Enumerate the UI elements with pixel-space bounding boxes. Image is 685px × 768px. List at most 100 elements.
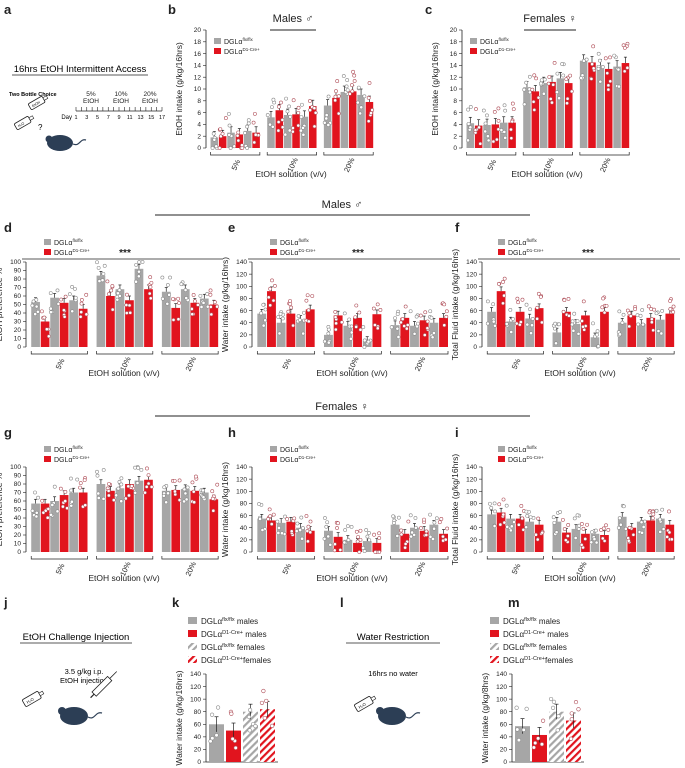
data-point-k: [229, 711, 234, 716]
data-point-c: [534, 76, 539, 81]
data-point-g: [83, 503, 88, 508]
timeline-day-label: 13: [137, 115, 143, 121]
data-point-i: [573, 536, 578, 540]
data-point-e: [334, 321, 339, 326]
bar-h-2-3: [419, 530, 429, 552]
data-point-b: [341, 74, 346, 78]
data-point-c: [531, 99, 536, 104]
data-point-h: [391, 521, 396, 525]
data-point-f: [652, 307, 656, 312]
data-point-e: [422, 333, 427, 337]
data-point-e: [373, 323, 377, 327]
bar-c-0-4: [499, 122, 508, 148]
data-point-m: [536, 736, 541, 741]
data-point-i: [558, 510, 562, 514]
data-point-f: [636, 322, 641, 327]
data-point-i: [519, 504, 524, 508]
bar-e-1-5: [372, 314, 382, 347]
data-point-e: [268, 286, 273, 291]
data-point-e: [276, 315, 281, 319]
etoh-bottle-icon: EtOH: [28, 95, 49, 110]
panel-letter-d: d: [4, 220, 12, 235]
data-point-f: [571, 328, 576, 333]
data-point-k: [253, 723, 258, 729]
data-point-g: [162, 485, 167, 490]
data-point-e: [354, 325, 359, 329]
data-point-b: [214, 144, 219, 149]
bar-f-2-0: [617, 322, 627, 347]
data-point-c: [522, 87, 527, 92]
data-point-h: [358, 528, 363, 533]
data-point-f: [553, 321, 558, 326]
data-point-k: [208, 739, 213, 744]
data-point-i: [552, 520, 557, 525]
y-tick-label-g: 80: [14, 481, 22, 488]
data-point-e: [349, 324, 354, 329]
data-point-d: [33, 312, 38, 317]
data-point-g: [190, 480, 195, 485]
data-point-g: [75, 477, 80, 482]
data-point-f: [671, 304, 676, 309]
data-point-f: [515, 296, 520, 301]
bar-i-0-0: [487, 514, 496, 552]
data-point-c: [499, 128, 504, 132]
data-point-f: [524, 302, 529, 307]
data-point-f: [596, 344, 601, 349]
data-point-d: [208, 288, 213, 293]
data-point-h: [354, 529, 359, 534]
panel-letter-a: a: [4, 2, 12, 17]
data-point-d: [84, 312, 89, 317]
data-point-d: [183, 288, 188, 292]
choice-question-mark: ?: [38, 123, 43, 132]
bar-b-0-1: [218, 136, 227, 148]
category-bracket-f: [552, 351, 610, 355]
data-point-f: [491, 302, 496, 307]
data-point-e: [289, 305, 294, 310]
bar-b-2-4: [357, 94, 365, 148]
category-bracket-e: [256, 351, 316, 355]
bar-b-2-0: [323, 105, 332, 148]
data-point-b: [227, 123, 232, 128]
data-point-d: [136, 274, 141, 279]
y-tick-label-m: 40: [500, 734, 508, 741]
legend-entry-c: DGLαflx/flx: [480, 37, 509, 46]
data-point-b: [246, 121, 251, 126]
legend-entry-legend-k: DGLαD1-Cre+females: [201, 656, 271, 665]
data-point-g: [173, 489, 177, 494]
data-point-h: [403, 542, 408, 546]
data-point-d: [191, 293, 196, 297]
y-tick-label-e: 100: [236, 283, 247, 290]
data-point-h: [346, 538, 351, 542]
data-point-g: [63, 499, 68, 503]
data-point-m: [531, 745, 536, 750]
bar-h-1-4: [362, 541, 372, 552]
data-point-b: [326, 94, 331, 99]
bar-g-2-0: [161, 490, 171, 552]
y-tick-label-m: 140: [496, 671, 507, 678]
y-tick-label-i: 60: [470, 513, 478, 520]
chart-c: 0 2 4 6 8 10 12 14 16 18 20 EtOH intake (g/kg/16hrs…: [430, 27, 630, 179]
data-point-e: [357, 310, 362, 315]
data-point-c: [580, 73, 585, 78]
data-point-f: [638, 313, 643, 318]
data-point-b: [347, 91, 352, 96]
panel-letter-m: m: [508, 595, 520, 610]
data-point-i: [642, 519, 647, 524]
data-point-d: [67, 292, 72, 297]
bar-b-0-2: [227, 132, 235, 148]
data-point-g: [146, 481, 151, 486]
data-point-c: [547, 75, 552, 79]
legend-entry-legend-m: DGLαD1-Cre+ males: [503, 630, 569, 639]
data-point-f: [538, 294, 543, 299]
data-point-e: [429, 315, 434, 320]
panel-letter-f: f: [455, 220, 460, 235]
bar-c-0-3: [491, 124, 500, 148]
bar-b-0-0: [210, 137, 219, 148]
data-point-c: [591, 44, 596, 49]
data-point-d: [205, 291, 210, 296]
data-point-b: [287, 128, 292, 133]
chart-b: 0 2 4 6 8 10 12 14 16 18 20 EtOH intake (g/kg/16hrs…: [174, 27, 375, 179]
data-point-m: [515, 727, 520, 732]
